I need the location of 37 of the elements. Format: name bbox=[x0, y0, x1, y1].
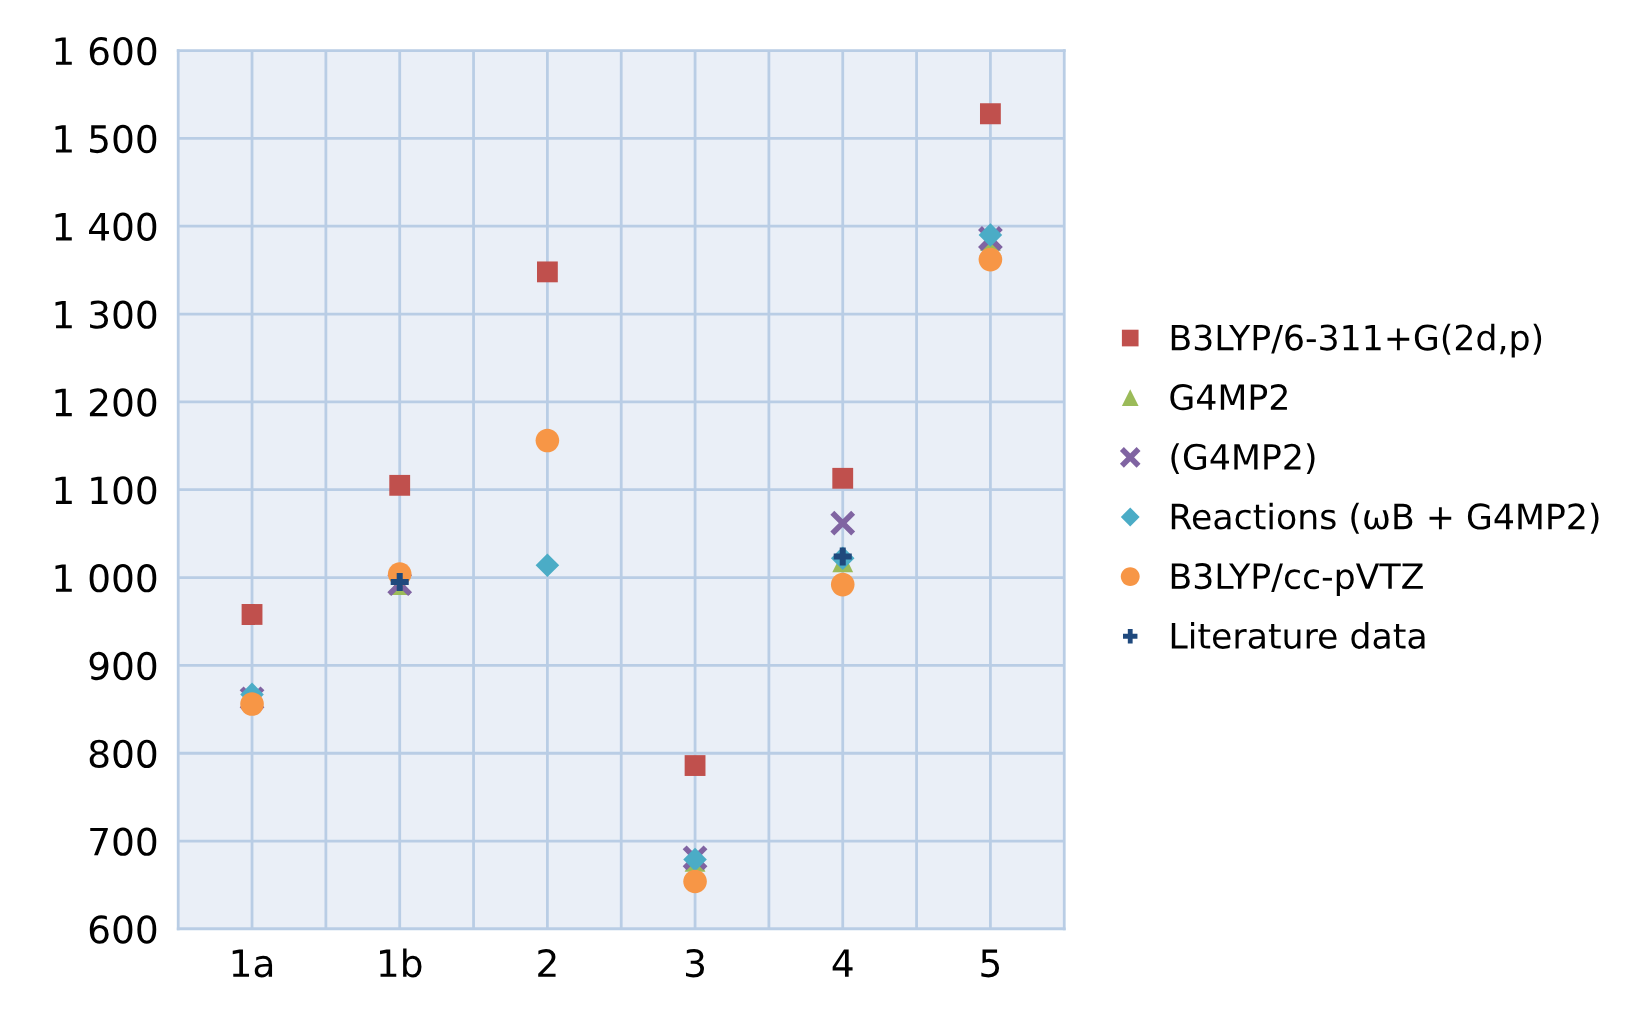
y-tick-label: 900 bbox=[89, 651, 157, 681]
y-tick-label: 700 bbox=[90, 827, 157, 856]
y-tick-label: 1 600 bbox=[55, 36, 157, 66]
x-tick-label: 1b bbox=[380, 948, 422, 978]
point bbox=[830, 572, 855, 597]
y-tick-label: 1 100 bbox=[55, 476, 157, 505]
y-tick-label: 1 400 bbox=[55, 212, 157, 241]
legend-label: B3LYP/6-311+G(2d,p) bbox=[1171, 323, 1542, 358]
point bbox=[536, 261, 558, 283]
point bbox=[241, 604, 263, 625]
y-tick-label: 800 bbox=[89, 739, 157, 769]
legend-label: Reactions (ωB + G4MP2) bbox=[1171, 502, 1599, 534]
x-tick-label: 5 bbox=[981, 949, 1000, 978]
point bbox=[978, 223, 1003, 247]
point bbox=[535, 553, 560, 578]
point bbox=[683, 869, 707, 894]
point bbox=[240, 692, 264, 716]
point bbox=[389, 474, 411, 496]
y-tick-label: 600 bbox=[89, 915, 157, 944]
point bbox=[832, 467, 854, 489]
x-tick-label: 4 bbox=[832, 949, 853, 977]
point bbox=[980, 103, 1001, 125]
point bbox=[829, 509, 856, 537]
y-tick-label: 1 200 bbox=[55, 388, 157, 417]
legend-label: (G4MP2) bbox=[1171, 443, 1315, 475]
x-tick-label: 1a bbox=[232, 949, 273, 978]
point bbox=[978, 247, 1003, 272]
x-tick-label: 3 bbox=[685, 949, 704, 978]
y-tick-label: 1 500 bbox=[55, 124, 157, 154]
x-tick-label: 2 bbox=[538, 949, 556, 977]
legend-label: G4MP2 bbox=[1170, 384, 1287, 411]
point bbox=[535, 428, 560, 453]
point bbox=[684, 755, 706, 776]
y-tick-label: 1 000 bbox=[55, 563, 157, 593]
y-tick-label: 1 300 bbox=[55, 300, 157, 329]
legend-label: B3LYP/cc-pVTZ bbox=[1171, 563, 1423, 596]
legend-label: Literature data bbox=[1171, 622, 1425, 649]
